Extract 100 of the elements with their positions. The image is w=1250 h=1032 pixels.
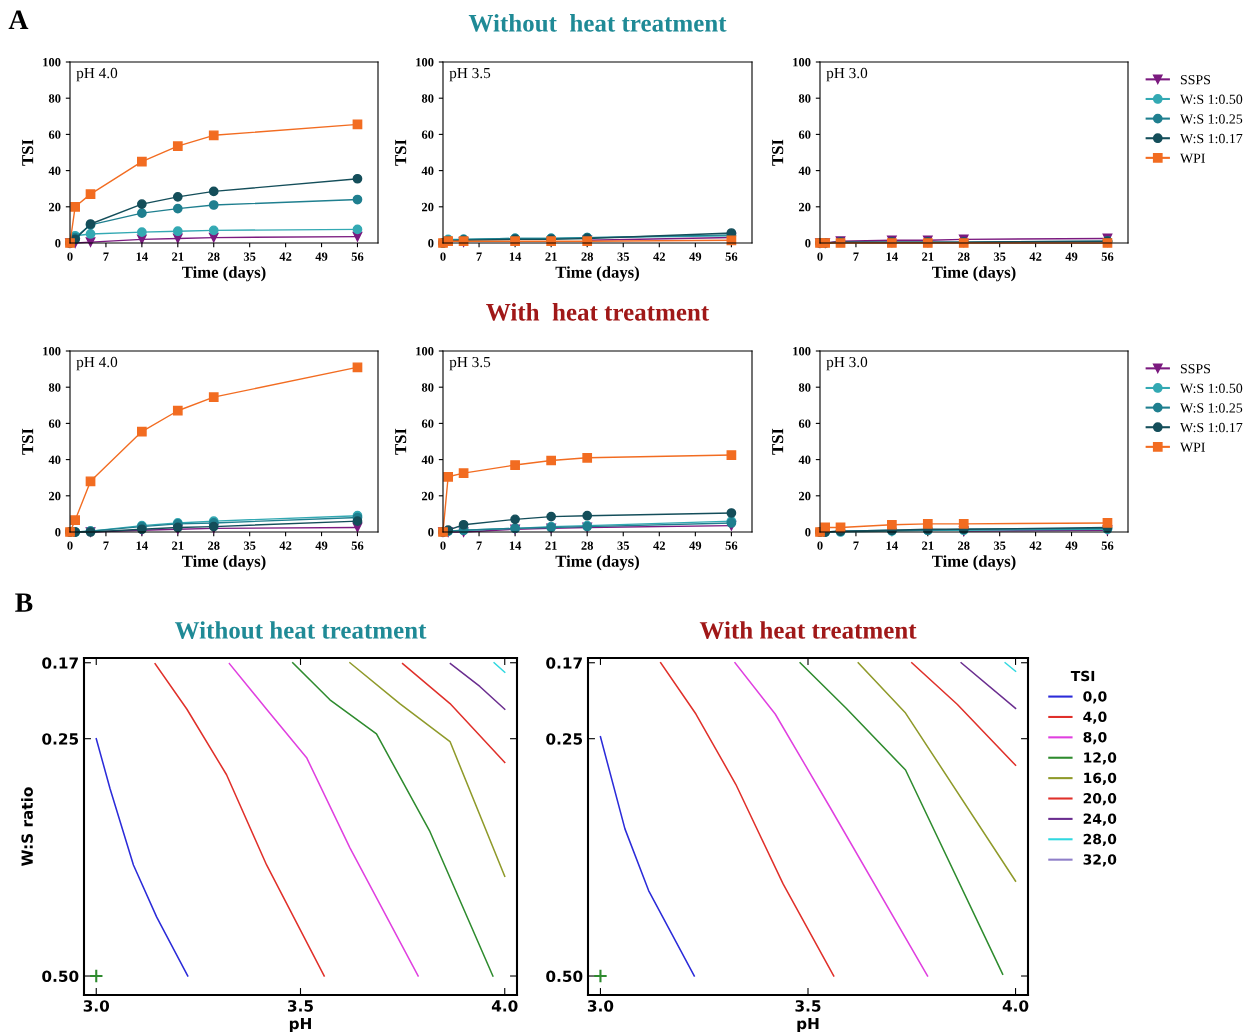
legend-label: WPI [1180,442,1205,452]
x-tick-label: 35 [993,252,1006,261]
x-axis-title: Time (days) [932,266,1016,282]
y-tick-label: 80 [798,383,811,392]
x-axis-title: Time (days) [182,555,266,571]
x-axis-title: pH [797,1017,819,1032]
x-tick-label: 35 [993,541,1006,550]
legend-label: W:S 1:0.50 [1180,94,1243,105]
x-tick-label: 28 [581,541,594,550]
x-tick-label: 21 [545,541,557,550]
x-tick-label: 4.0 [491,1000,518,1012]
x-tick-label: 56 [351,252,364,261]
y-tick-label: 20 [799,491,811,501]
y-tick-label: 100 [416,58,434,67]
x-tick-label: 35 [243,541,256,550]
y-tick-label: 60 [798,419,811,428]
y-tick-label: 0 [55,239,61,248]
legend-label: 0,0 [1083,691,1107,704]
x-tick-label: 42 [1029,252,1042,261]
legend-label: 16,0 [1084,772,1117,785]
y-tick-label: 60 [421,130,434,139]
x-tick-label: 7 [476,252,482,261]
x-tick-label: 56 [351,541,364,550]
x-tick-label: 14 [509,252,522,261]
y-tick-label: 20 [49,491,61,501]
chart-title: With heat treatment [486,303,710,321]
x-tick-label: 49 [315,541,328,550]
x-tick-label: 21 [172,252,184,261]
x-tick-label: 28 [208,541,220,550]
x-tick-label: 49 [689,541,702,550]
chart-title: Without heat treatment [174,621,427,639]
x-tick-label: 21 [172,541,184,550]
x-tick-label: 42 [653,541,666,550]
x-tick-label: 14 [136,541,148,550]
x-tick-label: 56 [1101,541,1114,550]
text: A [8,10,29,29]
y-tick-label: 60 [48,419,61,428]
legend-label: WPI [1180,153,1205,163]
y-tick-label: 20 [422,491,434,501]
x-tick-label: 7 [476,541,482,550]
x-tick-label: 49 [315,252,328,261]
x-tick-label: 7 [853,252,859,261]
y-tick-label: 100 [793,58,811,67]
x-tick-label: 35 [617,252,630,261]
y-tick-label: 20 [49,202,61,212]
x-tick-label: 3.5 [795,1000,821,1012]
y-tick-label: 0.17 [546,657,582,669]
y-axis-title: TSI [772,139,784,166]
x-tick-label: 14 [136,252,148,261]
x-tick-label: 42 [653,252,666,261]
y-tick-label: 0 [428,528,434,537]
y-tick-label: 60 [421,419,434,428]
x-tick-label: 49 [1065,541,1078,550]
legend-label: 4,0 [1083,711,1107,724]
legend-label: 20,0 [1083,793,1117,806]
y-tick-label: 0.25 [42,733,79,745]
x-tick-label: 0 [817,541,823,550]
y-tick-label: 80 [421,94,434,103]
legend-label: W:S 1:0.17 [1180,422,1243,433]
chart-subtitle: pH 4.0 [76,356,118,371]
y-axis-title: TSI [395,428,407,455]
x-tick-label: 28 [581,252,594,261]
y-tick-label: 0.25 [546,733,583,745]
x-axis-title: Time (days) [182,266,266,282]
x-tick-label: 7 [853,541,859,550]
y-tick-label: 0 [55,528,61,537]
legend-label: 12,0 [1084,752,1117,765]
x-tick-label: 28 [958,252,970,261]
x-axis-title: Time (days) [555,266,639,282]
chart-subtitle: pH 3.5 [449,356,491,371]
x-tick-label: 28 [958,541,970,550]
y-axis-title: TSI [772,428,784,455]
y-tick-label: 80 [48,94,61,103]
x-tick-label: 49 [689,252,702,261]
legend-label: SSPS [1180,364,1211,374]
y-tick-label: 100 [43,347,61,356]
y-tick-label: 100 [43,58,61,67]
chart-subtitle: pH 4.0 [76,67,118,82]
y-tick-label: 0.17 [42,657,78,669]
y-tick-label: 60 [48,130,61,139]
legend-title: TSI [1070,670,1095,682]
y-axis-title: TSI [22,428,34,455]
y-tick-label: 0.50 [546,970,583,983]
legend-label: W:S 1:0.25 [1180,403,1243,413]
y-tick-label: 20 [799,202,811,212]
legend-label: 28,0 [1083,833,1117,847]
x-axis-title: Time (days) [932,555,1016,571]
x-tick-label: 49 [1065,252,1078,261]
x-tick-label: 21 [545,252,557,261]
x-tick-label: 42 [279,252,292,261]
x-axis-title: pH [289,1017,311,1032]
x-tick-label: 21 [922,252,934,261]
chart-title: Without heat treatment [468,14,727,32]
y-axis-title: W:S ratio [21,787,33,866]
legend-label: 24,0 [1083,813,1117,826]
x-tick-label: 35 [617,541,630,550]
x-tick-label: 14 [886,252,898,261]
x-tick-label: 3.5 [287,1000,313,1012]
y-axis-title: TSI [22,139,34,166]
chart-subtitle: pH 3.0 [826,356,868,371]
